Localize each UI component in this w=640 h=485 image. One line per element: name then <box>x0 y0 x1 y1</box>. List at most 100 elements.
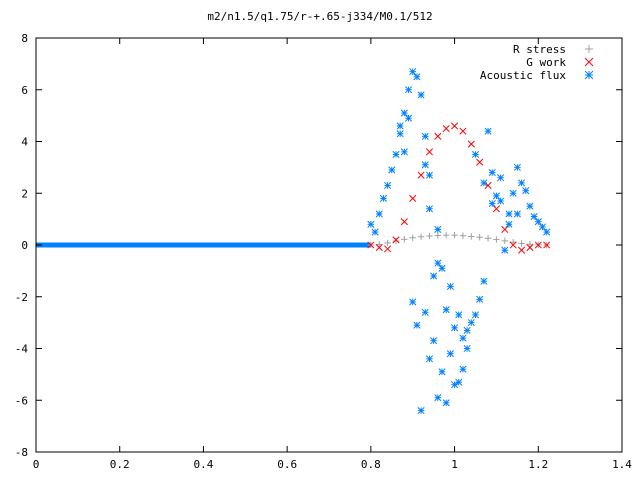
data-point <box>392 237 400 245</box>
data-point <box>513 163 521 171</box>
data-point <box>442 399 450 407</box>
plot-area <box>36 68 551 415</box>
x-tick-label: 1.2 <box>528 458 548 471</box>
data-point <box>505 210 513 218</box>
data-point <box>501 225 509 234</box>
data-point <box>522 187 530 195</box>
data-point <box>421 132 429 140</box>
data-point <box>471 311 480 319</box>
data-point <box>425 171 434 179</box>
data-point <box>434 225 442 234</box>
data-point <box>526 241 534 248</box>
data-point <box>497 197 505 205</box>
data-point <box>409 234 416 241</box>
data-point <box>455 311 463 319</box>
y-tick-label: 2 <box>21 187 28 200</box>
data-point <box>492 205 500 213</box>
data-point <box>501 237 508 245</box>
data-point <box>375 210 383 218</box>
data-point <box>480 179 488 187</box>
data-point <box>409 194 417 202</box>
y-tick-label: 6 <box>21 84 28 97</box>
data-point <box>471 150 480 158</box>
x-tick-label: 1 <box>451 458 458 471</box>
data-point <box>442 306 450 314</box>
data-point <box>543 241 551 249</box>
data-point <box>438 368 446 376</box>
legend-marker <box>584 57 594 67</box>
data-point <box>400 218 408 226</box>
data-point <box>400 148 408 156</box>
data-point <box>430 272 438 280</box>
data-point <box>417 171 425 179</box>
data-point <box>379 194 387 202</box>
data-point <box>463 344 471 353</box>
data-point <box>459 127 467 135</box>
data-point <box>413 321 421 329</box>
axes-layer: 0 0.2 0.4 0.6 0.8 1 1.2 1.4 -8 -6 -4 -2 0 2 4 6 8 <box>15 32 633 471</box>
data-point <box>526 202 534 210</box>
data-point <box>417 91 425 99</box>
x-tick-label: 0 <box>33 458 40 471</box>
data-point <box>409 298 417 306</box>
data-point <box>375 244 383 252</box>
y-tick-label: 4 <box>21 136 28 149</box>
data-point <box>396 122 404 130</box>
data-point <box>492 192 500 200</box>
x-tick-label: 0.8 <box>361 458 381 471</box>
data-point <box>451 324 459 332</box>
data-point <box>367 220 375 228</box>
data-point <box>384 181 392 190</box>
data-point <box>417 233 425 240</box>
data-point <box>497 174 505 182</box>
data-point <box>534 241 542 249</box>
legend-item: R stress <box>513 43 593 56</box>
data-point <box>396 130 404 138</box>
data-point <box>526 244 534 252</box>
data-point <box>371 228 379 236</box>
data-point <box>455 378 463 386</box>
data-point <box>400 109 408 117</box>
data-point <box>434 259 442 267</box>
data-point <box>384 245 392 253</box>
y-tick-label: -6 <box>15 394 28 407</box>
data-point <box>518 240 525 247</box>
y-tick-label: 0 <box>21 239 28 252</box>
data-point <box>488 168 496 177</box>
y-tick-label: -8 <box>15 446 28 459</box>
y-tick-label: 8 <box>21 32 28 45</box>
data-point <box>417 407 425 415</box>
x-tick-label: 0.6 <box>277 458 297 471</box>
data-point <box>467 140 475 148</box>
data-point <box>421 161 429 169</box>
data-point <box>376 241 383 248</box>
data-point <box>538 223 547 231</box>
data-point <box>468 233 475 240</box>
data-point <box>459 365 467 373</box>
x-tick-label: 0.4 <box>193 458 213 471</box>
data-point <box>517 246 526 254</box>
data-point <box>438 264 446 272</box>
series-g-work <box>367 122 551 254</box>
legend-label: Acoustic flux <box>480 69 566 82</box>
data-point <box>493 236 500 243</box>
data-point <box>480 277 488 285</box>
data-point <box>409 68 417 76</box>
legend-label: G work <box>526 56 566 69</box>
data-point <box>513 210 521 218</box>
data-point <box>384 239 391 247</box>
data-point <box>434 232 442 239</box>
data-point <box>434 394 442 402</box>
data-point <box>476 158 484 166</box>
data-point <box>543 228 551 236</box>
data-point <box>426 232 433 240</box>
data-point <box>505 220 513 228</box>
data-point <box>501 246 509 254</box>
data-point <box>476 234 483 241</box>
data-point <box>509 238 517 246</box>
data-point <box>534 218 542 226</box>
